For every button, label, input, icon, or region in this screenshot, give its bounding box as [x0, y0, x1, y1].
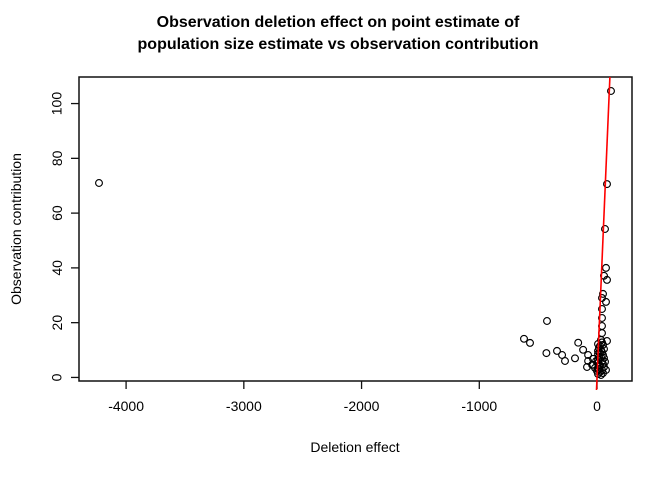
- chart-title: Observation deletion effect on point est…: [4, 12, 672, 56]
- data-point: [526, 338, 534, 347]
- y-tick-label: 40: [49, 260, 65, 276]
- data-point: [607, 87, 615, 95]
- data-point: [601, 225, 609, 233]
- data-point: [543, 317, 551, 325]
- chart-title-line2: population size estimate vs observation …: [137, 36, 539, 53]
- x-axis-ticks: -4000 -3000 -2000 -1000 0: [108, 381, 601, 414]
- data-point: [602, 263, 610, 272]
- data-point: [579, 345, 588, 354]
- plot-box: [78, 76, 633, 382]
- data-point: [596, 361, 604, 370]
- y-tick-label: 80: [49, 150, 65, 166]
- data-point: [571, 354, 579, 363]
- x-tick-label: -4000: [108, 398, 144, 414]
- chart-title-line1: Observation deletion effect on point est…: [156, 14, 520, 31]
- data-point: [574, 338, 583, 347]
- y-tick-label: 20: [49, 315, 65, 331]
- y-tick-label: 100: [49, 92, 65, 116]
- data-point: [584, 351, 593, 359]
- identity-reference-line: [595, 76, 611, 391]
- data-point: [598, 314, 606, 322]
- data-point: [561, 357, 569, 365]
- y-tick-label: 60: [49, 205, 65, 221]
- x-tick-label: -1000: [461, 398, 497, 414]
- data-point: [603, 275, 611, 284]
- y-tick-label: 0: [49, 373, 65, 381]
- scatter-points: [95, 87, 615, 379]
- data-point: [599, 289, 607, 298]
- data-point: [602, 297, 610, 306]
- x-tick-label: -2000: [344, 398, 380, 414]
- data-point: [553, 346, 561, 355]
- x-tick-label: 0: [593, 398, 601, 414]
- data-point: [603, 180, 611, 189]
- data-point: [598, 305, 606, 313]
- data-point: [542, 349, 551, 358]
- x-axis-label: Deletion effect: [310, 439, 399, 455]
- y-axis-label: Observation contribution: [8, 153, 24, 305]
- data-point: [95, 179, 103, 187]
- data-point: [595, 365, 603, 374]
- y-axis-ticks: 0 20 40 60 80 100: [49, 92, 79, 381]
- x-tick-label: -3000: [226, 398, 262, 414]
- data-point: [520, 334, 528, 343]
